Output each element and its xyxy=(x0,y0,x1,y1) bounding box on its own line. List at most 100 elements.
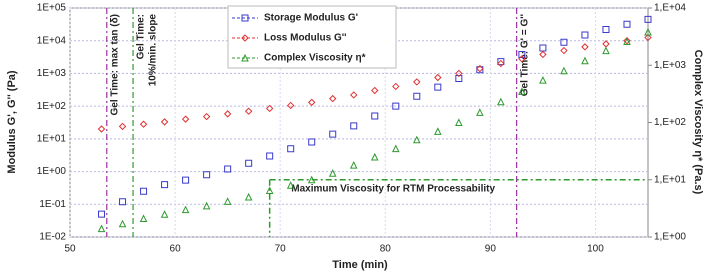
y2-axis-title: Complex Viscosity η* (Pa.s) xyxy=(692,50,704,195)
data-point xyxy=(265,186,274,194)
y2-tick-label: 1,E+00 xyxy=(654,232,686,243)
data-point xyxy=(203,171,211,179)
x-tick-label: 60 xyxy=(170,244,182,255)
data-point xyxy=(518,55,526,63)
data-point xyxy=(308,138,316,146)
y-tick-label: 1E+04 xyxy=(37,35,67,46)
legend-marker xyxy=(241,34,249,42)
data-point xyxy=(518,87,526,95)
gel-time-label: Gel Time: max tan (δ) xyxy=(109,14,120,115)
data-point xyxy=(644,33,652,42)
y2-tick-label: 1,E+04 xyxy=(654,3,686,14)
data-point xyxy=(223,110,232,118)
data-point xyxy=(118,122,127,131)
legend-label: Complex Viscosity η* xyxy=(264,53,366,64)
data-point xyxy=(286,181,295,189)
data-point xyxy=(455,118,463,126)
data-point xyxy=(287,145,295,153)
threshold-label: Maximum Viscosity for RTM Processability xyxy=(291,183,495,194)
gel-time-label: Gel Time: xyxy=(136,14,147,59)
data-point xyxy=(98,210,106,218)
data-point xyxy=(391,144,400,153)
data-point xyxy=(307,175,316,184)
data-point xyxy=(140,187,148,195)
data-point xyxy=(349,161,358,169)
data-point xyxy=(581,56,589,65)
data-point xyxy=(602,26,610,34)
data-point xyxy=(623,20,631,28)
y-tick-label: 1E+05 xyxy=(37,3,67,14)
y2-tick-label: 1,E+03 xyxy=(654,60,686,71)
data-point xyxy=(392,82,400,91)
data-point xyxy=(160,118,169,126)
data-point xyxy=(623,37,631,45)
data-point xyxy=(202,112,211,121)
data-point xyxy=(371,112,379,120)
y-tick-label: 1E-01 xyxy=(39,199,66,210)
y-tick-label: 1E+03 xyxy=(37,68,67,79)
data-point xyxy=(350,91,358,99)
data-point xyxy=(118,219,127,228)
data-point xyxy=(644,15,652,23)
data-point xyxy=(581,43,589,51)
data-point xyxy=(476,108,484,116)
y-axis-title: Modulus G', G'' (Pa) xyxy=(6,70,18,174)
data-point xyxy=(244,192,253,201)
data-point xyxy=(182,176,190,184)
y-tick-label: 1E+02 xyxy=(37,101,67,112)
data-point xyxy=(392,102,400,110)
data-point xyxy=(560,66,568,75)
y2-tick-label: 1,E+01 xyxy=(654,174,686,185)
data-point xyxy=(329,130,337,138)
data-point xyxy=(497,59,505,68)
data-point xyxy=(181,115,190,123)
data-point xyxy=(476,64,484,73)
data-point xyxy=(644,27,652,36)
data-point xyxy=(139,120,148,128)
data-point xyxy=(455,69,463,78)
y-tick-label: 1E+00 xyxy=(37,166,67,177)
data-point xyxy=(434,73,442,82)
data-point xyxy=(266,152,274,160)
data-point xyxy=(308,98,316,107)
data-point xyxy=(181,205,190,214)
data-point xyxy=(97,125,106,133)
data-point xyxy=(286,101,295,110)
data-point xyxy=(581,31,589,39)
data-point xyxy=(434,127,442,135)
legend-label: Loss Modulus G'' xyxy=(264,33,347,44)
data-point xyxy=(139,214,148,223)
data-point xyxy=(497,58,505,66)
data-point xyxy=(223,197,232,205)
data-point xyxy=(245,159,253,167)
data-point xyxy=(497,97,505,106)
data-point xyxy=(370,152,379,161)
legend-marker xyxy=(241,14,249,22)
data-point xyxy=(371,86,379,95)
data-point xyxy=(224,165,232,173)
y-tick-label: 1E-02 xyxy=(39,232,66,243)
data-point xyxy=(413,78,421,86)
data-point xyxy=(244,107,253,115)
legend-box xyxy=(227,5,397,69)
x-tick-label: 90 xyxy=(485,244,497,255)
data-point xyxy=(623,37,631,45)
data-point xyxy=(413,92,421,100)
legend-marker xyxy=(241,53,249,62)
data-point xyxy=(329,94,337,103)
data-point xyxy=(412,135,421,144)
data-point xyxy=(539,75,547,84)
data-point xyxy=(161,181,169,189)
x-tick-label: 80 xyxy=(380,244,392,255)
data-point xyxy=(97,224,106,233)
x-tick-label: 50 xyxy=(64,244,76,255)
gel-time-label: 10%/min. slope xyxy=(148,14,159,87)
y2-tick-label: 1,E+02 xyxy=(654,117,686,128)
data-point xyxy=(160,210,169,218)
data-point xyxy=(539,50,547,59)
data-point xyxy=(518,50,526,58)
x-tick-label: 100 xyxy=(587,244,604,255)
data-point xyxy=(434,83,442,91)
data-point xyxy=(560,46,568,55)
